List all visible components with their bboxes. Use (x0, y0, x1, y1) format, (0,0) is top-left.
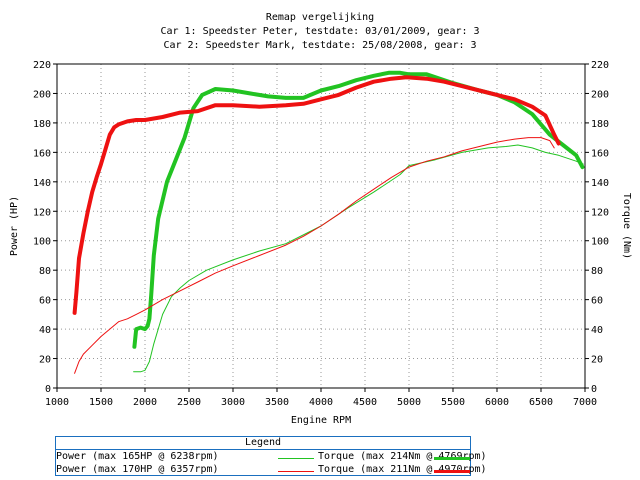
x-tick-label: 5000 (397, 397, 421, 408)
y-tick-label-left: 80 (39, 266, 51, 277)
y-tick-label-right: 80 (591, 266, 603, 277)
y-tick-label-right: 120 (591, 207, 609, 218)
legend-line-car2-power (278, 471, 314, 472)
x-axis-label: Engine RPM (291, 415, 351, 426)
chart-canvas: 0 0 20 20 40 40 60 60 80 80 100 100 120 120 140 140 160 1… (9, 60, 632, 426)
legend-line-car1-torque (434, 457, 470, 460)
x-tick-label: 4500 (353, 397, 377, 408)
y-tick-label-left: 20 (39, 355, 51, 366)
legend-entry-car1-torque: Torque (max 214Nm @ 4769rpm) (318, 451, 487, 462)
legend-line-car2-torque (434, 470, 470, 473)
y-tick-label-right: 160 (591, 148, 609, 159)
x-tick-label: 6500 (529, 397, 553, 408)
chart-subtitle-car1: Car 1: Speedster Peter, testdate: 03/01/… (160, 26, 480, 37)
legend-entry-car2-power: Power (max 170HP @ 6357rpm) (56, 464, 219, 475)
y-tick-label-right: 140 (591, 178, 609, 189)
y-tick-label-right: 60 (591, 296, 603, 307)
series-line-car2-torque (72, 75, 561, 315)
x-tick-label: 1500 (89, 397, 113, 408)
y-tick-label-right: 100 (591, 237, 609, 248)
chart-subtitle-car2: Car 2: Speedster Mark, testdate: 25/08/2… (163, 40, 477, 51)
y-tick-label-left: 0 (45, 384, 51, 395)
x-tick-label: 2000 (133, 397, 157, 408)
y-tick-label-left: 40 (39, 325, 51, 336)
y-axis-label-left: Power (HP) (9, 196, 20, 256)
x-tick-label: 6000 (485, 397, 509, 408)
y-tick-label-left: 160 (33, 148, 51, 159)
legend: Legend Power (max 165HP @ 6238rpm) Torqu… (55, 436, 487, 476)
y-tick-label-left: 200 (33, 89, 51, 100)
legend-entry-car2-torque: Torque (max 211Nm @ 4970rpm) (318, 464, 487, 475)
series-line-car1-power (133, 144, 584, 373)
y-tick-label-left: 100 (33, 237, 51, 248)
x-tick-label: 1000 (45, 397, 69, 408)
series-line-car1-torque (132, 70, 585, 349)
y-tick-label-right: 180 (591, 119, 609, 130)
y-tick-label-right: 220 (591, 60, 609, 71)
y-axis-label-right: Torque (Nm) (621, 193, 632, 259)
y-tick-label-left: 220 (33, 60, 51, 71)
legend-line-car1-power (278, 458, 314, 459)
series-line-car2-power (74, 137, 555, 374)
plot-frame (56, 63, 586, 389)
y-tick-label-right: 200 (591, 89, 609, 100)
y-tick-label-left: 180 (33, 119, 51, 130)
y-tick-label-left: 60 (39, 296, 51, 307)
x-tick-label: 4000 (309, 397, 333, 408)
y-tick-label-right: 40 (591, 325, 603, 336)
y-tick-label-right: 20 (591, 355, 603, 366)
y-tick-label-right: 0 (591, 384, 597, 395)
legend-entry-car1-power: Power (max 165HP @ 6238rpm) (56, 451, 219, 462)
y-tick-label-left: 120 (33, 207, 51, 218)
chart-title: Remap vergelijking (265, 12, 375, 23)
x-tick-label: 3000 (221, 397, 245, 408)
y-tick-label-left: 140 (33, 178, 51, 189)
x-tick-label: 2500 (177, 397, 201, 408)
x-tick-label: 7000 (573, 397, 597, 408)
x-tick-label: 3500 (265, 397, 289, 408)
legend-title: Legend (56, 437, 470, 450)
x-tick-label: 5500 (441, 397, 465, 408)
